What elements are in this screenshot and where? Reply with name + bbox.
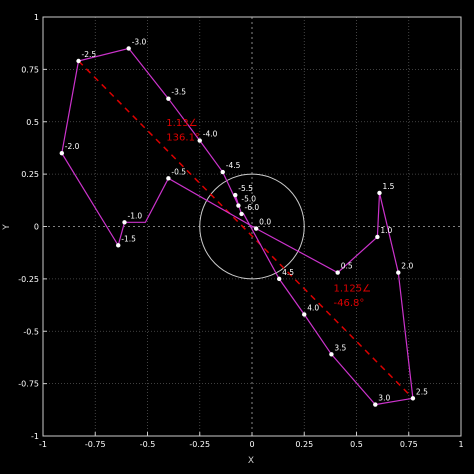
data-point — [253, 226, 259, 231]
reference-line-layer — [77, 60, 414, 399]
y-tick-label: -1 — [31, 432, 39, 441]
x-tick-label: -0.5 — [140, 440, 156, 449]
y-tick-label: -0.5 — [23, 327, 39, 336]
y-tick-label: 0.5 — [26, 118, 39, 127]
data-point — [166, 176, 171, 181]
data-point — [276, 276, 282, 282]
y-tick-label: -0.75 — [18, 380, 39, 389]
point-layer: -6.0 -5.5 -5.0 -4.5 -4.0 -3.5 -3.0 -2.5 -2.0 -1.5… — [59, 37, 428, 407]
data-point — [122, 220, 127, 225]
data-point-label: -4.0 — [203, 130, 218, 139]
annotation-label: 1.13∠ — [166, 118, 197, 129]
data-point-label: -6.0 — [245, 203, 260, 212]
circle-layer — [199, 173, 305, 280]
data-point — [126, 46, 131, 51]
data-point-label: -3.5 — [171, 88, 186, 97]
y-axis-label: Y — [2, 224, 12, 231]
axis-ticks: -1 -0.75 -0.5 -0.25 0 0.25 0.5 0.75 1 -1 -0.75 -0.5… — [18, 13, 463, 449]
data-point-label: 1.0 — [380, 226, 392, 235]
x-tick-label: -0.25 — [189, 440, 210, 449]
x-tick-label: 1 — [458, 440, 463, 449]
data-point — [335, 270, 340, 275]
data-point — [329, 352, 334, 357]
data-point-label: -2.5 — [82, 50, 97, 59]
data-point — [233, 192, 238, 198]
data-point-label: -0.5 — [171, 167, 186, 176]
x-axis-label: X — [248, 456, 254, 466]
data-point-label: 3.0 — [378, 394, 390, 403]
annotation-label: -46.8° — [334, 298, 365, 309]
data-point — [375, 234, 380, 240]
data-point — [236, 203, 241, 208]
data-point — [220, 169, 225, 175]
x-tick-label: -1 — [39, 440, 47, 449]
data-point — [302, 312, 307, 317]
annotation-layer: 1.13∠ 136.1° 1.125∠ -46.8° — [166, 118, 371, 309]
data-point-label: 4.0 — [307, 303, 319, 312]
x-tick-label: 0.25 — [295, 440, 313, 449]
data-point — [76, 58, 81, 64]
data-point-label: -1.5 — [121, 234, 136, 243]
data-point-label: 4.5 — [282, 268, 294, 277]
y-tick-label: 0 — [34, 223, 39, 232]
data-point-label: -5.0 — [241, 195, 256, 204]
unit-circle — [199, 173, 305, 280]
annotation-label: 136.1° — [166, 133, 200, 144]
y-tick-label: 0.25 — [21, 170, 39, 179]
data-point — [116, 243, 121, 248]
data-point-label: 2.5 — [416, 387, 428, 396]
x-tick-label: -0.75 — [85, 440, 106, 449]
reference-line — [77, 60, 414, 399]
x-tick-label: 0 — [249, 440, 254, 449]
data-point-label: -1.0 — [128, 211, 143, 220]
data-point-label: 3.5 — [334, 343, 346, 352]
data-point-label: 2.0 — [401, 262, 413, 271]
y-tick-label: -0.25 — [18, 275, 39, 284]
data-point — [373, 402, 378, 407]
data-point-label: 1.5 — [382, 182, 394, 191]
data-point — [377, 190, 382, 196]
annotation-label: 1.125∠ — [334, 283, 372, 294]
data-point — [59, 150, 65, 156]
data-point-label: -2.0 — [65, 142, 80, 151]
data-point — [197, 138, 202, 143]
data-point-label: 0.5 — [341, 262, 353, 271]
x-tick-label: 0.5 — [350, 440, 363, 449]
y-tick-label: 1 — [34, 13, 39, 22]
y-tick-label: 0.75 — [21, 65, 39, 74]
data-point-label: -4.5 — [226, 161, 241, 170]
data-point-label: 0.0 — [259, 218, 271, 227]
data-point — [239, 211, 244, 217]
x-tick-label: 0.75 — [400, 440, 418, 449]
data-point-label: -5.5 — [238, 184, 253, 193]
data-point — [396, 270, 401, 275]
data-point — [410, 396, 416, 401]
data-point-label: -3.0 — [132, 37, 147, 46]
data-point — [166, 96, 171, 101]
